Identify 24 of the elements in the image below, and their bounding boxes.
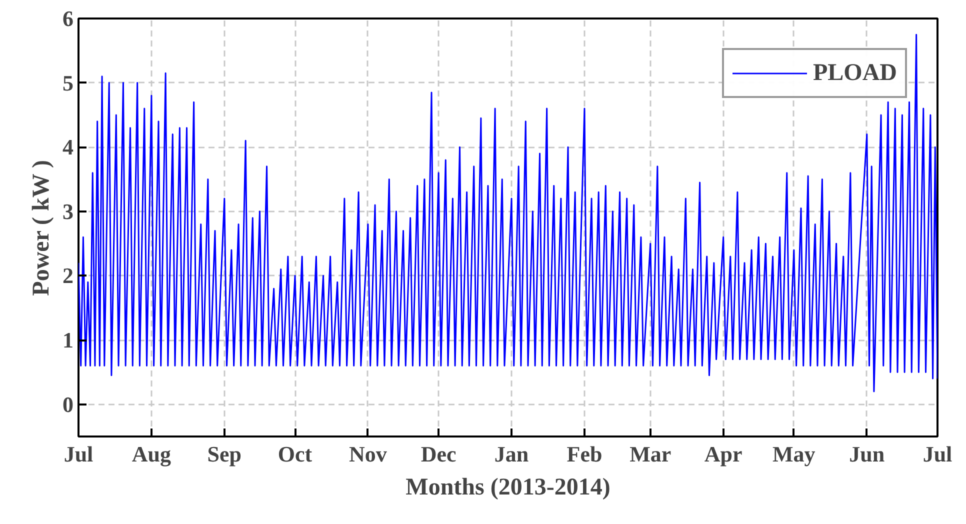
y-tick-label: 1 (62, 328, 74, 353)
x-axis-title: Months (2013-2014) (406, 474, 610, 500)
x-tick-label: Feb (566, 442, 602, 466)
legend-label: PLOAD (813, 58, 897, 88)
x-tick-label: Jul (64, 442, 94, 466)
x-tick-label: Jan (494, 442, 529, 466)
y-tick-label: 5 (62, 70, 74, 96)
line-series (78, 34, 938, 392)
x-tick-label: May (772, 442, 816, 466)
x-tick-label: Aug (132, 442, 172, 466)
y-tick-label: 6 (62, 6, 74, 31)
y-tick-label: 4 (62, 134, 74, 160)
x-tick-label: Mar (630, 442, 672, 466)
x-tick-label: Oct (278, 442, 313, 466)
y-tick-label: 3 (62, 198, 74, 224)
x-tick-label: Jun (849, 442, 885, 466)
y-tick-label: 2 (62, 263, 74, 288)
y-axis-title: Power ( kW ) (28, 160, 54, 296)
x-tick-label: Apr (704, 442, 743, 466)
x-tick-label: Jul (922, 442, 952, 466)
x-tick-label: Dec (420, 442, 457, 466)
y-tick-label: 0 (62, 392, 74, 417)
x-tick-label: Nov (349, 442, 387, 466)
x-tick-label: Sep (207, 442, 242, 466)
